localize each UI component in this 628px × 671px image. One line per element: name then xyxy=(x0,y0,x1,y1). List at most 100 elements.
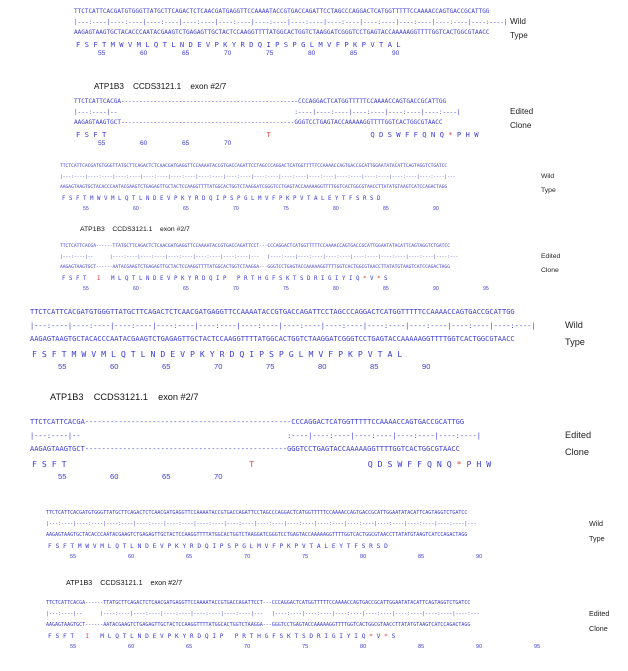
position-number: 60 xyxy=(128,554,135,560)
position-number: 80 xyxy=(360,554,367,560)
edited-dna-strand: TTCTCATTCACGA------TTATGCTTCAGACTCTCAACG… xyxy=(60,244,450,249)
position-number: 80 xyxy=(333,206,339,212)
position-number: 60 xyxy=(110,362,119,371)
position-number: 90 xyxy=(433,286,439,292)
position-number: 65 xyxy=(162,472,171,481)
wild-amino-acids: F S F T M W V M L Q T L N D E V P K Y R … xyxy=(32,348,403,359)
position-number: 85 xyxy=(418,644,425,650)
wild-amino-acids: F S F T M W V M L Q T L N D E V P K Y R … xyxy=(76,39,401,49)
wild-label-top: Wild xyxy=(510,16,526,26)
position-number: 90 xyxy=(476,554,483,560)
position-number: 80 xyxy=(333,286,339,292)
position-number: 70 xyxy=(244,644,251,650)
position-number: 85 xyxy=(383,286,389,292)
position-number: 90 xyxy=(392,50,400,57)
position-number: 85 xyxy=(370,362,379,371)
wild-label-bottom: Type xyxy=(541,187,556,194)
position-number: 75 xyxy=(283,286,289,292)
wild-match-ruler: |---:----|----:----|----:----|----:----|… xyxy=(60,174,456,180)
wild-dna-strand: TTCTCATTCACGATGTGGGTTATGCTTCAGACTCTCAACG… xyxy=(46,510,468,516)
edited-label-top: Edited xyxy=(565,429,592,440)
position-number: 60 xyxy=(133,206,139,212)
position-number: 75 xyxy=(283,206,289,212)
gene-header: ATP1B3 CCDS3121.1 exon #2/7 xyxy=(66,578,183,587)
edited-dna-strand: TTCTCATTCACGA---------------------------… xyxy=(74,98,447,105)
edited-match-ruler: |---:----|-- :----|----:----|----:----|-… xyxy=(30,431,481,440)
position-number: 75 xyxy=(302,644,309,650)
wild-complement-strand: AAGAGTAAGTGCTACACCCAATACGAAGTCTGAGAGTTGC… xyxy=(74,29,490,36)
edited-label-bottom: Clone xyxy=(589,624,608,633)
edited-amino-acids: F S F T I M L Q T L N D E V P K Y R D Q … xyxy=(48,633,396,640)
position-number: 65 xyxy=(182,50,190,57)
position-number: 65 xyxy=(182,140,190,147)
position-number: 70 xyxy=(224,50,232,57)
position-number: 70 xyxy=(244,554,251,560)
gene-header: ATP1B3 CCDS3121.1 exon #2/7 xyxy=(94,82,227,91)
position-number: 60 xyxy=(110,472,119,481)
position-number: 55 xyxy=(58,362,67,371)
wild-label-bottom: Type xyxy=(510,31,528,40)
position-number: 65 xyxy=(183,206,189,212)
position-number: 55 xyxy=(98,140,106,147)
position-number: 80 xyxy=(360,644,367,650)
wild-label-bottom: Type xyxy=(565,337,585,347)
wild-complement-strand: AAGAGTAAGTGCTACACCCAATACGAAGTCTGAGAGTTGC… xyxy=(46,532,468,538)
edited-complement-strand: AAGAGTAAGTGCT---------------------------… xyxy=(30,445,460,453)
wild-amino-acids: F S F T M W V M L Q T L N D E V P K Y R … xyxy=(48,543,388,550)
edited-label-bottom: Clone xyxy=(510,121,532,130)
position-number: 60 xyxy=(133,286,139,292)
position-number: 55 xyxy=(83,206,89,212)
position-number: 60 xyxy=(140,50,148,57)
position-number: 75 xyxy=(266,50,274,57)
position-number: 70 xyxy=(214,472,223,481)
wild-label-bottom: Type xyxy=(589,534,605,543)
position-number: 75 xyxy=(302,554,309,560)
wild-match-ruler: |---:----|----:----|----:----|----:----|… xyxy=(46,521,477,527)
position-number: 80 xyxy=(308,50,316,57)
position-number: 65 xyxy=(183,286,189,292)
position-number: 65 xyxy=(162,362,171,371)
position-number: 70 xyxy=(233,286,239,292)
gene-header: ATP1B3 CCDS3121.1 exon #2/7 xyxy=(50,392,199,402)
position-number: 70 xyxy=(233,206,239,212)
position-number: 90 xyxy=(433,206,439,212)
edited-dna-strand: TTCTCATTCACGA---------------------------… xyxy=(30,418,465,426)
gene-header: ATP1B3 CCDS3121.1 exon #2/7 xyxy=(80,226,190,233)
edited-label-top: Edited xyxy=(589,609,610,618)
position-number: 55 xyxy=(70,554,77,560)
position-number: 55 xyxy=(98,50,106,57)
position-number: 65 xyxy=(186,644,193,650)
edited-match-ruler: |---:----|-- |----:----|----:----|----:-… xyxy=(60,254,459,260)
position-number: 85 xyxy=(418,554,425,560)
edited-complement-strand: AAGAGTAAGTGCT------AATACGAAGTCTGAGAGTTGC… xyxy=(46,622,471,628)
position-number: 60 xyxy=(140,140,148,147)
position-number: 65 xyxy=(186,554,193,560)
edited-amino-acids: F S F T T Q D S W F F Q N Q * P H W xyxy=(76,129,479,139)
position-number: 85 xyxy=(383,206,389,212)
wild-label-top: Wild xyxy=(565,319,583,330)
position-number: 60 xyxy=(128,644,135,650)
edited-match-ruler: |---:----|-- :----|----:----|----:----|-… xyxy=(74,108,461,116)
wild-amino-acids: F S F T M W V M L Q T L N D E V P K Y R … xyxy=(62,195,381,202)
position-number: 85 xyxy=(350,50,358,57)
edited-label-bottom: Clone xyxy=(541,267,559,274)
wild-match-ruler: |---:----|----:----|----:----|----:----|… xyxy=(74,18,508,26)
position-number: 95 xyxy=(483,286,489,292)
edited-label-top: Edited xyxy=(541,252,561,260)
position-number: 75 xyxy=(266,362,275,371)
wild-dna-strand: TTCTCATTCACGATGTGGGTTATGCTTCAGACTCTCAACG… xyxy=(74,8,490,15)
edited-label-bottom: Clone xyxy=(565,447,590,457)
edited-label-top: Edited xyxy=(510,106,534,116)
edited-dna-strand: TTCTCATTCACGA------TTATGCTTCAGACTCTCAACG… xyxy=(46,600,471,606)
position-number: 70 xyxy=(214,362,223,371)
edited-complement-strand: AAGAGTAAGTGCT---------------------------… xyxy=(74,119,443,126)
wild-complement-strand: AAGAGTAAGTGCTACACCCAATACGAAGTCTGAGAGTTGC… xyxy=(30,335,515,343)
position-number: 70 xyxy=(224,140,232,147)
wild-label-top: Wild xyxy=(541,172,555,180)
edited-complement-strand: AAGAGTAAGTGCT------AATACGAAGTCTGAGAGTTGC… xyxy=(60,265,450,270)
edited-match-ruler: |---:----|-- |----:----|----:----|----:-… xyxy=(46,611,480,617)
position-number: 90 xyxy=(422,362,431,371)
wild-dna-strand: TTCTCATTCACGATGTGGGTTATGCTTCAGACTCTCAACG… xyxy=(60,164,448,169)
edited-amino-acids: F S F T I M L Q T L N D E V P K Y R D Q … xyxy=(62,275,388,282)
